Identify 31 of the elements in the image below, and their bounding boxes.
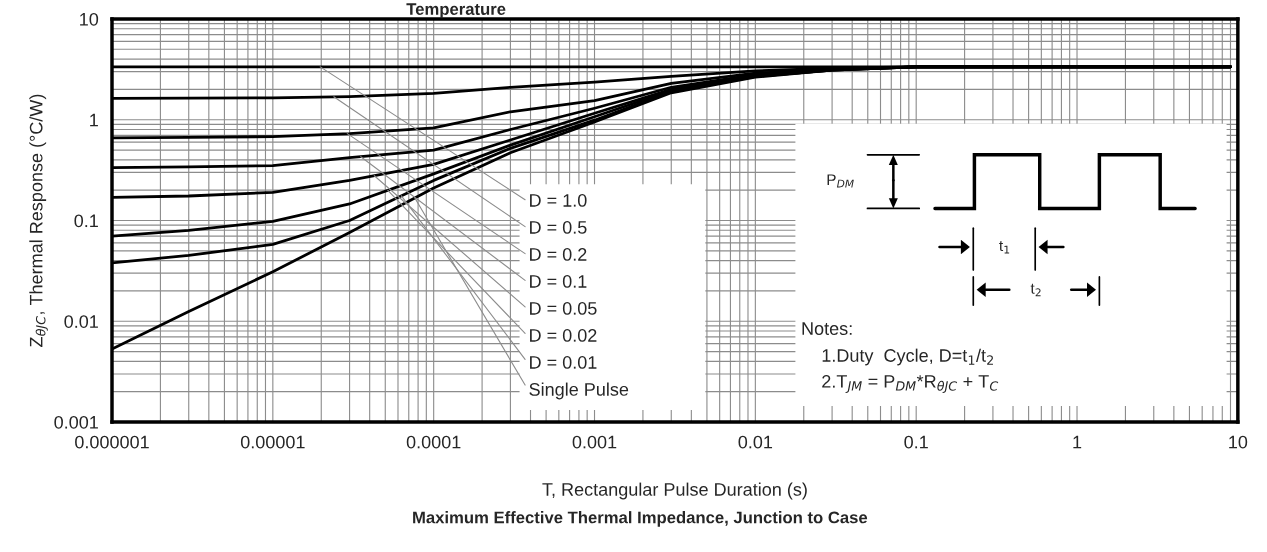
text: D = 0.1 xyxy=(530,275,587,288)
y-tick-label: 0.01 xyxy=(64,315,98,328)
annotation: t$_{1}$ xyxy=(999,241,1010,254)
text: D = 0.01 xyxy=(530,356,597,369)
x-tick-label: 0.000001 xyxy=(75,435,149,449)
annotation: 1.Duty Cycle, D=t$_{1}$/t$_{2}$ xyxy=(822,348,993,366)
annotation: Notes: xyxy=(802,322,852,335)
text: D = 0.05 xyxy=(530,302,597,315)
x-tick-label: 0.01 xyxy=(738,435,773,449)
y-tick-label: 10 xyxy=(80,12,99,26)
text: D = 0.5 xyxy=(530,221,587,234)
text: Maximum Effective Thermal Impedance, Junction to Case xyxy=(413,511,868,527)
x-tick-label: 10 xyxy=(1229,435,1248,449)
annotation: P$_{DM}$ xyxy=(827,174,854,188)
x-tick-label: 0.001 xyxy=(572,435,617,449)
text: Single Pulse xyxy=(529,382,629,400)
y-tick-label: 0.1 xyxy=(74,214,98,228)
y-tick-label: 1 xyxy=(90,113,98,127)
text: D = 1.0 xyxy=(530,194,587,207)
annotation: 2.T$_{JM}$ = P$_{DM}$*R$_{θJC}$ + T$_{C}$ xyxy=(822,375,999,394)
text: D = 0.02 xyxy=(530,329,597,342)
text: D = 0.2 xyxy=(530,248,587,261)
x-tick-label: 0.0001 xyxy=(406,435,461,449)
chart-title: Temperature xyxy=(406,3,506,19)
y-axis-title: Z$_{θJC}$, Thermal Response (°C/W) xyxy=(29,94,48,347)
y-tick-label: 0.001 xyxy=(54,415,98,429)
x-tick-label: 1 xyxy=(1073,435,1082,449)
x-tick-label: 0.1 xyxy=(904,435,928,449)
annotation: t$_{2}$ xyxy=(1030,283,1041,297)
x-axis-title: T, Rectangular Pulse Duration (s) xyxy=(542,482,807,500)
x-tick-label: 0.00001 xyxy=(240,435,305,449)
